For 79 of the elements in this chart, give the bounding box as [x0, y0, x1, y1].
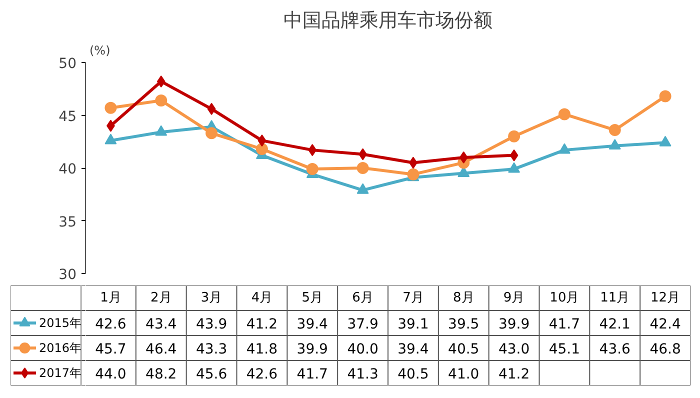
point [104, 134, 117, 144]
data-label: 40.5 [398, 366, 429, 382]
data-label: 43.6 [599, 342, 631, 358]
data-label: 39.4 [296, 316, 328, 332]
data-label: 48.2 [146, 366, 177, 382]
data-label: 41.2 [498, 366, 530, 382]
point [508, 162, 520, 173]
data-label: 43.3 [196, 342, 228, 358]
data-label: 43.9 [196, 316, 228, 332]
point [306, 163, 318, 176]
data-label: 45.7 [95, 342, 126, 358]
data-label: 39.5 [448, 316, 480, 332]
data-label: 39.9 [296, 342, 328, 358]
x-tick-label: 3月 [200, 290, 222, 306]
point [356, 183, 369, 194]
point [207, 102, 216, 115]
x-tick-label: 10月 [550, 290, 580, 306]
point [459, 151, 468, 164]
data-label: 41.7 [296, 366, 328, 382]
data-label: 42.4 [650, 316, 681, 332]
point [608, 124, 621, 136]
data-label: 42.6 [95, 316, 126, 332]
data-label: 43.0 [498, 342, 530, 358]
point [558, 108, 570, 120]
data-label: 37.9 [347, 316, 378, 332]
point [155, 94, 168, 106]
data-label: 42.1 [599, 316, 630, 332]
x-tick-label: 4月 [251, 290, 273, 306]
x-tick-label: 1月 [100, 290, 122, 306]
point [156, 75, 166, 88]
chart-title: 中国品牌乘用车市场份额 [284, 10, 492, 32]
data-label: 39.1 [398, 316, 429, 332]
data-label: 46.8 [650, 342, 681, 358]
point [308, 144, 317, 156]
point [659, 90, 672, 102]
point [659, 136, 672, 146]
y-tick-label: 45 [58, 108, 77, 125]
data-label: 39.9 [498, 316, 530, 332]
data-label: 45.6 [196, 366, 228, 382]
legend-label: 2016年 [39, 341, 82, 355]
x-tick-label: 7月 [402, 290, 424, 306]
data-label: 39.4 [398, 342, 429, 358]
data-label: 43.4 [146, 316, 177, 332]
point [104, 102, 117, 114]
point [508, 130, 520, 142]
point [256, 143, 268, 155]
legend-label: 2015年 [39, 316, 82, 330]
x-tick-label: 6月 [352, 290, 374, 306]
point [510, 149, 518, 162]
x-tick-label: 8月 [452, 290, 474, 306]
data-label: 44.0 [95, 366, 126, 382]
x-tick-label: 9月 [503, 290, 525, 306]
point [258, 134, 266, 147]
x-tick-label: 5月 [302, 290, 324, 306]
point [558, 143, 570, 154]
data-label: 40.5 [448, 342, 480, 358]
y-tick-label: 50 [58, 56, 77, 72]
data-label: 41.8 [246, 342, 278, 358]
x-tick-label: 11月 [600, 290, 630, 306]
legend-label: 2017年 [39, 366, 82, 380]
point [155, 125, 168, 136]
data-label: 41.2 [246, 316, 278, 332]
data-label: 41.7 [548, 316, 580, 332]
data-label: 41.3 [347, 366, 378, 382]
data-label: 42.6 [246, 366, 278, 382]
data-label: 41.0 [448, 366, 480, 382]
point [407, 168, 420, 180]
point [608, 138, 621, 150]
y-axis-title: (%) [90, 44, 110, 58]
point [206, 127, 218, 140]
y-tick-label: 30 [58, 267, 77, 283]
y-tick-label: 35 [58, 214, 77, 230]
data-label: 45.1 [548, 342, 580, 358]
data-label: 46.4 [146, 342, 177, 358]
x-tick-label: 2月 [150, 290, 172, 306]
data-label: 40.0 [347, 342, 378, 358]
y-tick-label: 40 [58, 162, 77, 178]
point [356, 162, 369, 174]
x-tick-label: 12月 [650, 290, 680, 306]
